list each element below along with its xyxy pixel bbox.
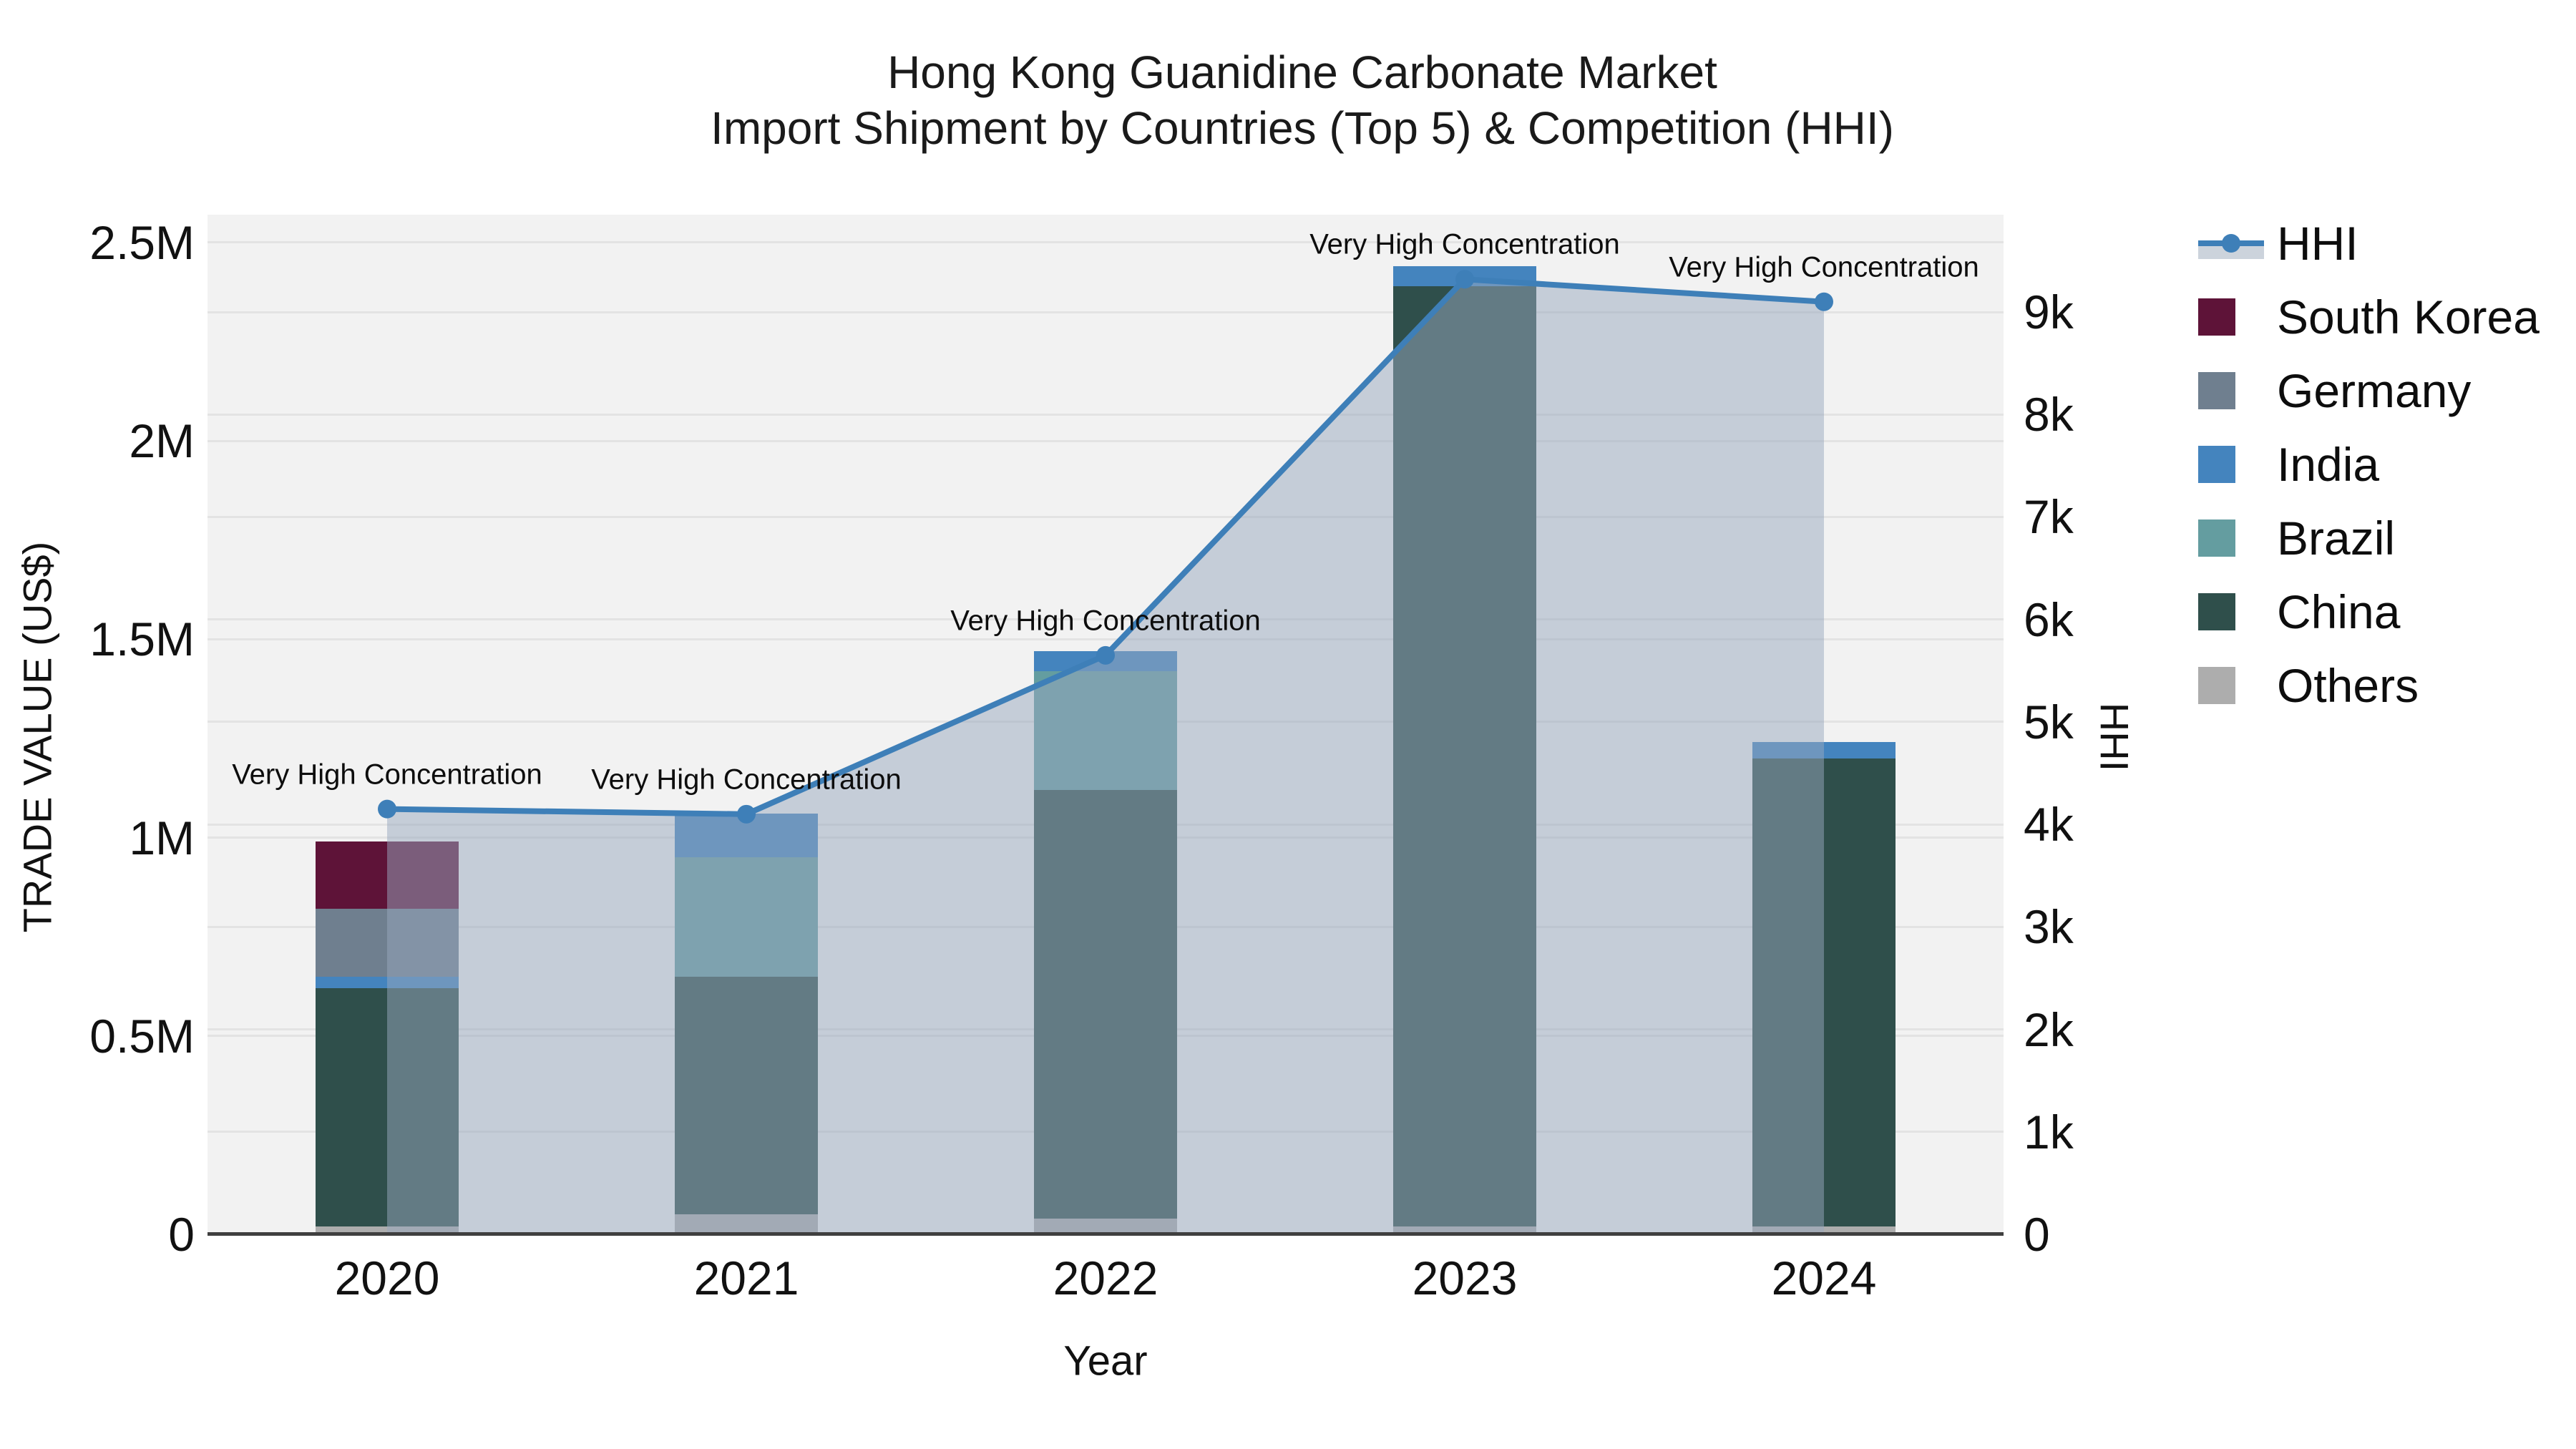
legend-swatch-india [2198, 446, 2235, 483]
legend-label-others: Others [2277, 659, 2419, 712]
y-left-tick-0: 0 [168, 1208, 195, 1261]
gridline-right-9k [208, 311, 2004, 313]
y-left-tick-2M: 2M [129, 414, 195, 468]
legend-swatch-brazil [2198, 519, 2235, 557]
legend-item-hhi[interactable]: HHI [2190, 217, 2562, 270]
legend-label-south-korea: South Korea [2277, 291, 2540, 343]
hhi-point-2023[interactable] [1455, 270, 1474, 289]
y-right-tick-7k: 7k [2024, 490, 2074, 544]
y-right-tick-6k: 6k [2024, 592, 2074, 646]
legend-item-germany[interactable]: Germany [2190, 364, 2562, 417]
gridline-right-7k [208, 515, 2004, 518]
chart-title-line1: Hong Kong Guanidine Carbonate Market [887, 47, 1717, 98]
hhi-point-2022[interactable] [1096, 645, 1115, 665]
legend-label-brazil: Brazil [2277, 512, 2396, 565]
y-left-tick-0.5M: 0.5M [89, 1009, 195, 1063]
x-tick-2020: 2020 [334, 1252, 440, 1304]
legend-swatch-germany [2198, 372, 2235, 409]
plot-area[interactable]: Very High Concentration Very High Concent… [208, 215, 2004, 1234]
annotation-2024: Very High Concentration [1669, 251, 1979, 283]
x-tick-2024: 2024 [1771, 1252, 1877, 1304]
x-axis-title: Year [1063, 1337, 1148, 1385]
gridline-left-1.5M [208, 638, 2004, 640]
legend-swatch-others [2198, 667, 2235, 704]
legend-label-india: India [2277, 438, 2380, 491]
legend-label-china: China [2277, 585, 2401, 638]
annotation-2021: Very High Concentration [591, 763, 902, 796]
hhi-point-2024[interactable] [1815, 292, 1833, 311]
legend-swatch-china [2198, 593, 2235, 630]
legend-item-india[interactable]: India [2190, 438, 2562, 491]
chart-title: Hong Kong Guanidine Carbonate Market Imp… [587, 44, 2018, 156]
legend-label-hhi: HHI [2277, 217, 2358, 270]
y-right-tick-2k: 2k [2024, 1002, 2074, 1056]
legend-item-others[interactable]: Others [2190, 659, 2562, 712]
annotation-2023: Very High Concentration [1309, 228, 1620, 260]
annotation-2022: Very High Concentration [950, 605, 1261, 637]
gridline-right-8k [208, 413, 2004, 416]
y-left-tick-1.5M: 1.5M [89, 613, 195, 666]
gridline-left-2M [208, 439, 2004, 442]
legend-hhi-marker-icon [2222, 234, 2240, 253]
x-tick-2021: 2021 [693, 1252, 799, 1304]
y-left-tick-2.5M: 2.5M [89, 215, 195, 269]
y-left-axis-title: TRADE VALUE (US$) [14, 541, 60, 933]
y-right-tick-8k: 8k [2024, 388, 2074, 441]
hhi-point-2021[interactable] [737, 804, 756, 824]
x-axis-line [208, 1232, 2004, 1236]
gridline-left-2.5M [208, 241, 2004, 244]
legend-label-germany: Germany [2277, 364, 2472, 417]
x-tick-2022: 2022 [1053, 1252, 1158, 1304]
legend-swatch-south-korea [2198, 298, 2235, 336]
annotation-2020: Very High Concentration [232, 758, 542, 791]
y-right-tick-3k: 3k [2024, 900, 2074, 954]
y-right-tick-1k: 1k [2024, 1105, 2074, 1158]
chart-title-line2: Import Shipment by Countries (Top 5) & C… [711, 102, 1894, 154]
hhi-area-fill [387, 279, 1824, 1234]
legend-item-china[interactable]: China [2190, 585, 2562, 638]
y-right-tick-4k: 4k [2024, 798, 2074, 852]
y-right-tick-5k: 5k [2024, 695, 2074, 748]
y-right-tick-0: 0 [2024, 1208, 2050, 1261]
y-right-tick-9k: 9k [2024, 286, 2074, 339]
hhi-point-2020[interactable] [378, 799, 396, 819]
hhi-line-layer [378, 270, 1833, 1234]
legend-item-brazil[interactable]: Brazil [2190, 512, 2562, 565]
x-tick-2023: 2023 [1412, 1252, 1518, 1304]
legend-item-south-korea[interactable]: South Korea [2190, 291, 2562, 343]
y-right-axis-title: HHI [2092, 702, 2137, 772]
gridline-right-6k [208, 618, 2004, 621]
y-left-tick-1M: 1M [129, 811, 195, 864]
